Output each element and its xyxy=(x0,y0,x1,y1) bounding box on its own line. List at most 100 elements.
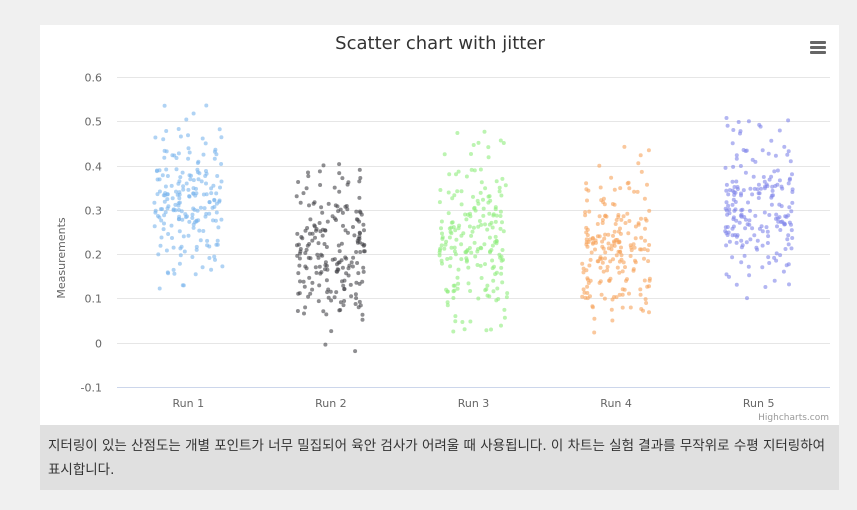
data-point[interactable] xyxy=(784,263,789,268)
data-point[interactable] xyxy=(205,243,210,248)
data-point[interactable] xyxy=(600,239,605,244)
data-point[interactable] xyxy=(642,256,646,261)
data-point[interactable] xyxy=(191,111,196,116)
data-point[interactable] xyxy=(302,311,306,316)
data-point[interactable] xyxy=(778,228,783,232)
data-point[interactable] xyxy=(339,258,344,263)
data-point[interactable] xyxy=(174,156,179,160)
data-point[interactable] xyxy=(361,243,366,248)
data-point[interactable] xyxy=(163,184,168,189)
data-point[interactable] xyxy=(455,189,460,194)
data-point[interactable] xyxy=(585,296,590,301)
data-point[interactable] xyxy=(319,205,324,210)
data-point[interactable] xyxy=(777,128,782,133)
data-point[interactable] xyxy=(734,218,739,223)
data-point[interactable] xyxy=(448,229,453,234)
data-point[interactable] xyxy=(487,235,492,240)
data-point[interactable] xyxy=(618,186,623,191)
data-point[interactable] xyxy=(490,225,495,230)
data-point[interactable] xyxy=(297,251,302,256)
data-point[interactable] xyxy=(447,172,452,177)
data-point[interactable] xyxy=(173,202,178,207)
data-point[interactable] xyxy=(494,238,499,243)
data-point[interactable] xyxy=(612,187,617,192)
data-point[interactable] xyxy=(617,270,622,275)
data-point[interactable] xyxy=(320,210,325,215)
data-point[interactable] xyxy=(601,269,606,274)
data-point[interactable] xyxy=(469,152,473,156)
data-point[interactable] xyxy=(203,174,208,178)
data-point[interactable] xyxy=(464,250,469,255)
data-point[interactable] xyxy=(357,179,362,184)
data-point[interactable] xyxy=(581,266,586,271)
data-point[interactable] xyxy=(207,211,212,216)
data-point[interactable] xyxy=(340,279,344,284)
data-point[interactable] xyxy=(738,164,743,168)
data-point[interactable] xyxy=(628,305,633,310)
data-point[interactable] xyxy=(324,312,329,317)
data-point[interactable] xyxy=(597,214,602,219)
data-point[interactable] xyxy=(180,283,185,288)
data-point[interactable] xyxy=(466,281,471,286)
data-point[interactable] xyxy=(642,278,647,283)
data-point[interactable] xyxy=(773,153,778,158)
data-point[interactable] xyxy=(445,300,450,305)
data-point[interactable] xyxy=(469,233,474,238)
data-point[interactable] xyxy=(341,303,346,308)
data-point[interactable] xyxy=(734,153,739,158)
data-point[interactable] xyxy=(350,264,355,269)
data-point[interactable] xyxy=(185,214,189,219)
data-point[interactable] xyxy=(497,252,502,257)
data-point[interactable] xyxy=(199,179,204,184)
data-point[interactable] xyxy=(162,199,167,204)
data-point[interactable] xyxy=(200,265,205,270)
data-point[interactable] xyxy=(357,167,362,172)
data-point[interactable] xyxy=(762,210,767,215)
data-point[interactable] xyxy=(362,228,366,233)
data-point[interactable] xyxy=(195,161,200,165)
data-point[interactable] xyxy=(328,289,333,294)
data-point[interactable] xyxy=(615,265,620,270)
data-point[interactable] xyxy=(334,290,339,295)
data-point[interactable] xyxy=(747,273,752,278)
data-point[interactable] xyxy=(756,196,761,200)
data-point[interactable] xyxy=(194,244,199,249)
data-point[interactable] xyxy=(481,206,486,211)
data-point[interactable] xyxy=(171,245,176,250)
data-point[interactable] xyxy=(177,196,182,201)
data-point[interactable] xyxy=(472,168,477,173)
data-point[interactable] xyxy=(468,289,473,293)
data-point[interactable] xyxy=(777,178,782,183)
data-point[interactable] xyxy=(456,267,461,272)
data-point[interactable] xyxy=(437,200,442,205)
data-point[interactable] xyxy=(308,291,313,296)
data-point[interactable] xyxy=(724,243,729,248)
data-point[interactable] xyxy=(476,296,481,301)
data-point[interactable] xyxy=(304,247,309,252)
data-point[interactable] xyxy=(355,239,360,243)
data-point[interactable] xyxy=(355,261,360,265)
data-point[interactable] xyxy=(638,247,643,252)
data-point[interactable] xyxy=(448,256,453,261)
data-point[interactable] xyxy=(625,211,630,216)
data-point[interactable] xyxy=(216,225,221,230)
data-point[interactable] xyxy=(475,263,480,267)
data-point[interactable] xyxy=(732,190,737,195)
data-point[interactable] xyxy=(755,238,760,243)
data-point[interactable] xyxy=(310,238,315,243)
data-point[interactable] xyxy=(739,191,743,196)
data-point[interactable] xyxy=(727,274,731,279)
data-point[interactable] xyxy=(489,327,493,332)
data-point[interactable] xyxy=(459,233,464,238)
data-point[interactable] xyxy=(598,185,603,190)
data-point[interactable] xyxy=(335,262,339,267)
hamburger-menu-icon[interactable] xyxy=(806,37,830,59)
data-point[interactable] xyxy=(600,244,605,249)
data-point[interactable] xyxy=(337,189,342,194)
data-point[interactable] xyxy=(469,250,474,255)
data-point[interactable] xyxy=(325,219,330,224)
data-point[interactable] xyxy=(297,263,302,268)
data-point[interactable] xyxy=(485,293,490,298)
data-point[interactable] xyxy=(351,255,356,260)
data-point[interactable] xyxy=(362,249,366,254)
